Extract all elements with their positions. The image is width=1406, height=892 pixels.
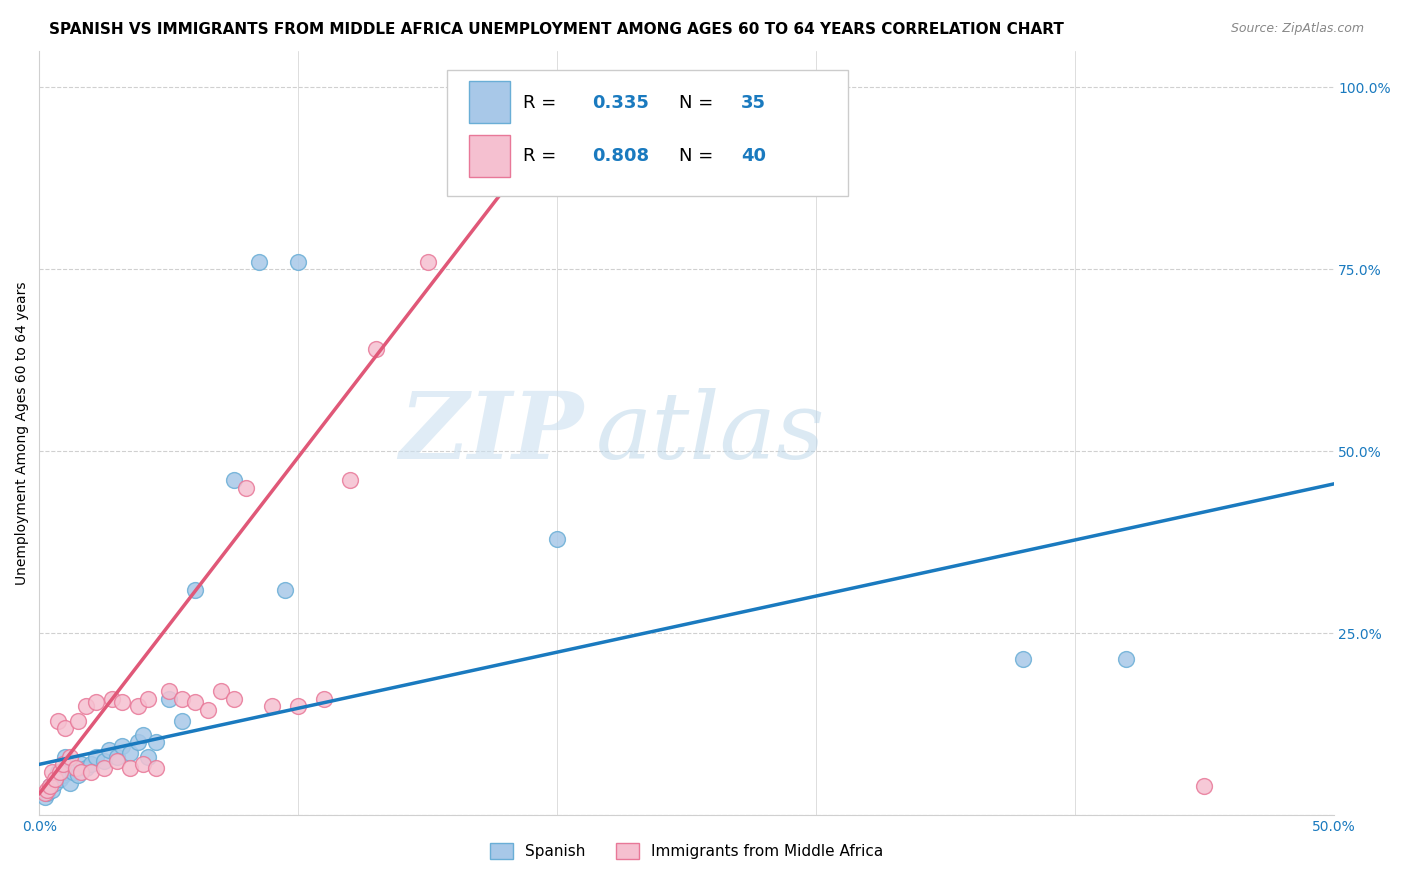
Point — [53, 750, 76, 764]
Point — [274, 582, 297, 597]
Point — [197, 703, 219, 717]
Point — [67, 714, 90, 728]
Point — [59, 750, 82, 764]
Point — [287, 699, 309, 714]
Text: 0.808: 0.808 — [592, 147, 650, 165]
Point — [53, 764, 76, 779]
Point — [52, 768, 75, 782]
Point — [1012, 651, 1035, 665]
Point — [118, 761, 141, 775]
Text: R =: R = — [523, 94, 562, 112]
Point — [52, 757, 75, 772]
Point — [314, 691, 336, 706]
FancyBboxPatch shape — [447, 70, 848, 196]
Point — [136, 691, 159, 706]
Point — [481, 102, 503, 116]
Point — [136, 750, 159, 764]
Point — [80, 764, 103, 779]
Point — [183, 695, 205, 709]
Point — [65, 761, 87, 775]
Text: 35: 35 — [741, 94, 766, 112]
Point — [364, 343, 387, 357]
Text: 0.335: 0.335 — [592, 94, 650, 112]
Text: R =: R = — [523, 147, 562, 165]
Point — [132, 757, 155, 772]
Point — [546, 532, 568, 546]
Point — [49, 772, 72, 786]
Point — [46, 764, 69, 779]
Point — [145, 735, 167, 749]
Text: atlas: atlas — [596, 388, 825, 478]
Point — [157, 691, 180, 706]
Point — [93, 754, 115, 768]
Point — [46, 714, 69, 728]
Bar — [470, 135, 510, 177]
Point — [249, 255, 271, 269]
Point — [416, 255, 439, 269]
Point — [183, 582, 205, 597]
Point — [75, 699, 97, 714]
Point — [59, 775, 82, 789]
Point — [44, 775, 66, 789]
Point — [38, 779, 60, 793]
Text: N =: N = — [679, 147, 718, 165]
Point — [170, 714, 193, 728]
Point — [132, 728, 155, 742]
Point — [145, 761, 167, 775]
Point — [157, 684, 180, 698]
Point — [75, 761, 97, 775]
Point — [222, 473, 245, 487]
Point — [41, 764, 63, 779]
Point — [49, 764, 72, 779]
Point — [53, 721, 76, 735]
Point — [111, 739, 134, 753]
Text: 40: 40 — [741, 147, 766, 165]
Legend: Spanish, Immigrants from Middle Africa: Spanish, Immigrants from Middle Africa — [484, 837, 890, 865]
Point — [127, 735, 149, 749]
Point — [41, 782, 63, 797]
Point — [34, 787, 56, 801]
Point — [105, 750, 128, 764]
Point — [37, 782, 59, 797]
Point — [69, 764, 91, 779]
Point — [1192, 779, 1215, 793]
Point — [93, 761, 115, 775]
Point — [235, 481, 257, 495]
Point — [98, 743, 121, 757]
Point — [127, 699, 149, 714]
Point — [339, 473, 361, 487]
Point — [62, 764, 84, 779]
Point — [118, 747, 141, 761]
Point — [222, 691, 245, 706]
Point — [111, 695, 134, 709]
Point — [67, 768, 90, 782]
Text: ZIP: ZIP — [399, 388, 583, 478]
Point — [209, 684, 232, 698]
Point — [80, 757, 103, 772]
Point — [287, 255, 309, 269]
Point — [38, 779, 60, 793]
Bar — [470, 81, 510, 123]
Point — [105, 754, 128, 768]
Point — [1115, 651, 1137, 665]
Point — [101, 691, 124, 706]
Point — [86, 695, 108, 709]
Point — [262, 699, 284, 714]
Text: SPANISH VS IMMIGRANTS FROM MIDDLE AFRICA UNEMPLOYMENT AMONG AGES 60 TO 64 YEARS : SPANISH VS IMMIGRANTS FROM MIDDLE AFRICA… — [49, 22, 1064, 37]
Point — [69, 757, 91, 772]
Point — [34, 790, 56, 805]
Point — [37, 787, 59, 801]
Text: Source: ZipAtlas.com: Source: ZipAtlas.com — [1230, 22, 1364, 36]
Point — [170, 691, 193, 706]
Point — [86, 750, 108, 764]
Text: N =: N = — [679, 94, 718, 112]
Point — [44, 772, 66, 786]
Y-axis label: Unemployment Among Ages 60 to 64 years: Unemployment Among Ages 60 to 64 years — [15, 281, 30, 585]
